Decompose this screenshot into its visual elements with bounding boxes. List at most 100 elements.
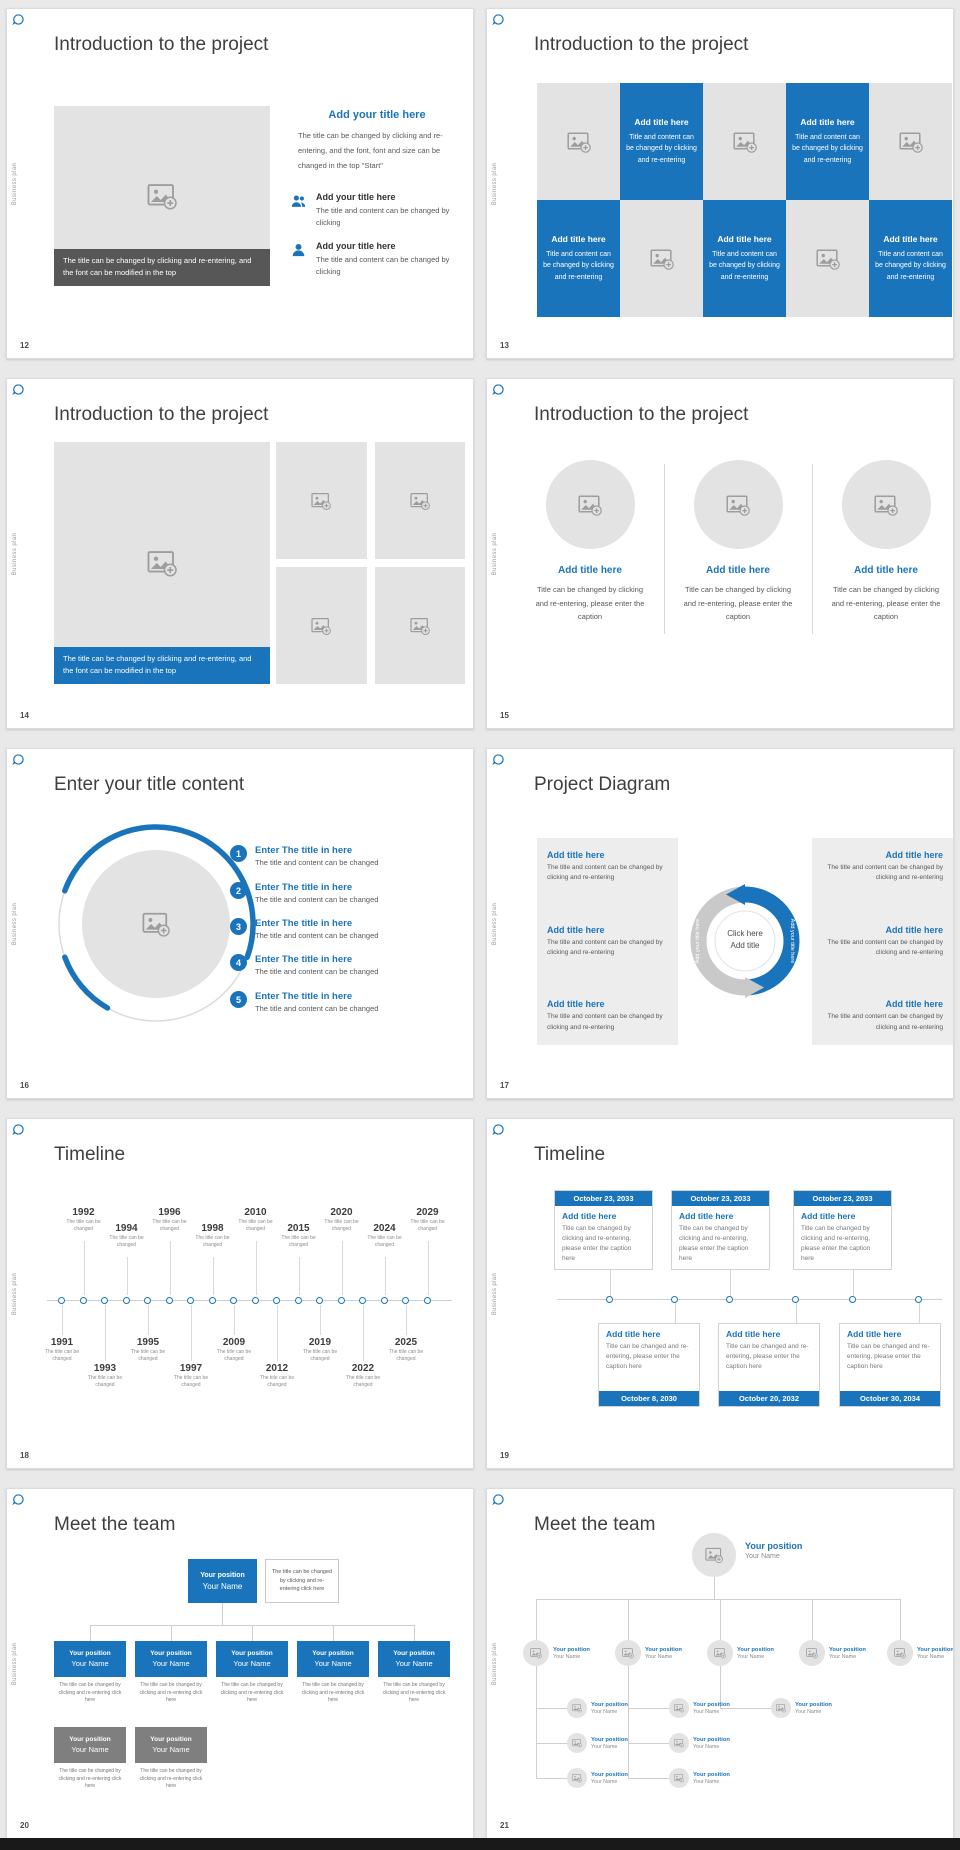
member-position: Your position [231, 1650, 273, 1657]
column-title: Add title here [854, 565, 918, 576]
timeline-axis [47, 1300, 452, 1301]
feature-body: The title and content can be changed by … [316, 206, 450, 227]
event-connector [384, 1257, 386, 1295]
event-label: 1995 The title can be changed [126, 1337, 170, 1364]
timeline-event: 1991 The title can be changed [40, 1119, 84, 1468]
grid-cell: Business plan Timeline 1991 The title ca… [0, 1110, 480, 1480]
member-avatar [669, 1768, 689, 1788]
image-placeholder-icon [311, 491, 331, 511]
member-box: Your position Your Name [54, 1727, 126, 1763]
timeline-event: 2024 The title can be changed [363, 1119, 407, 1468]
grid-tile [537, 83, 620, 200]
event-node [79, 1297, 87, 1304]
step-item: 3 Enter The title in here The title and … [230, 918, 462, 940]
event-node [187, 1297, 194, 1304]
member-position: Your position [645, 1646, 682, 1653]
step-item: 1 Enter The title in here The title and … [230, 845, 462, 867]
image-placeholder-icon [311, 616, 331, 636]
org-leader-box: Your position Your Name [188, 1559, 257, 1603]
slide-thumbnail-15[interactable]: Business plan Introduction to the projec… [486, 378, 954, 729]
diagram-text-item: Add title here The title and content can… [822, 925, 943, 959]
business-plan-side-label: Business plan [492, 162, 498, 205]
event-label: 1992 The title can be changed [62, 1207, 106, 1234]
event-node [915, 1296, 922, 1303]
image-placeholder-icon [776, 1703, 786, 1713]
diagram-center-label: Click here Add title [680, 928, 810, 952]
slide-thumbnail-20[interactable]: Business plan Meet the team Your positio… [6, 1488, 474, 1839]
feature-title: Add your title here [316, 241, 396, 251]
slide-thumbnail-19[interactable]: Business plan Timeline October 23, 2033 … [486, 1118, 954, 1469]
member-name: Your Name [795, 1708, 822, 1715]
item-title: Add title here [547, 850, 605, 860]
timeline-event: 2022 The title can be changed [341, 1119, 385, 1468]
event-caption: The title can be changed [324, 1219, 359, 1233]
event-label: 2022 The title can be changed [341, 1363, 385, 1390]
timeline-event: 2010 The title can be changed [234, 1119, 278, 1468]
event-year: 2019 [308, 1337, 332, 1348]
item-body: The title and content can be changed by … [827, 1013, 943, 1031]
column-title: Add title here [558, 565, 622, 576]
grid-cell: Business plan Introduction to the projec… [0, 0, 480, 370]
grid-cell: Business plan Meet the team Your positio… [480, 1480, 960, 1850]
slide-thumbnail-13[interactable]: Business plan Introduction to the projec… [486, 8, 954, 359]
member-box: Your position Your Name [216, 1641, 288, 1677]
business-plan-side-label: Business plan [12, 1642, 18, 1685]
event-year: 1992 [72, 1207, 95, 1218]
event-connector [83, 1241, 85, 1295]
image-placeholder-icon [530, 1647, 542, 1659]
slide-thumbnail-12[interactable]: Business plan Introduction to the projec… [6, 8, 474, 359]
diagram-text-item: Add title here The title and content can… [822, 850, 943, 884]
feature-body: The title and content can be changed by … [316, 255, 450, 276]
photo-caption-bar: The title can be changed by clicking and… [54, 248, 270, 286]
event-connector [796, 1303, 797, 1323]
slide-thumbnail-17[interactable]: Business plan Project Diagram Add title … [486, 748, 954, 1099]
team-member: Your position Your Name The title can be… [216, 1641, 288, 1705]
timeline-event: 2012 The title can be changed [255, 1119, 299, 1468]
event-node [671, 1296, 678, 1303]
org-connector [536, 1599, 537, 1640]
timeline-flag: Add title here Title can be changed and … [598, 1323, 700, 1407]
column-caption: Title can be changed by clicking and re-… [535, 585, 645, 621]
event-connector [212, 1257, 214, 1295]
slide-thumbnail-21[interactable]: Business plan Meet the team Your positio… [486, 1488, 954, 1839]
event-connector [277, 1305, 278, 1361]
step-number-badge: 5 [230, 991, 247, 1008]
member-avatar [887, 1640, 913, 1666]
column-caption: Title can be changed by clicking and re-… [831, 585, 941, 621]
slide-number: 19 [500, 1451, 509, 1460]
member-avatar [669, 1733, 689, 1753]
event-year: 2029 [416, 1207, 439, 1218]
event-caption: The title can be changed [302, 1349, 338, 1363]
image-placeholder-icon [674, 1703, 684, 1713]
grid-tile [786, 200, 869, 317]
slide-number: 12 [20, 341, 29, 350]
timeline-flag: Add title here Title can be changed and … [839, 1323, 941, 1407]
slide-title: Meet the team [534, 1514, 656, 1535]
photo-caption-bar: The title can be changed by clicking and… [54, 646, 270, 684]
image-placeholder-icon [899, 130, 923, 154]
center-line1: Click here [727, 929, 763, 938]
step-title: Enter The title in here [255, 954, 353, 965]
diagram-right-panel: Add title here The title and content can… [812, 838, 953, 1045]
slide-thumbnail-18[interactable]: Business plan Timeline 1991 The title ca… [6, 1118, 474, 1469]
slide-thumbnail-16[interactable]: Business plan Enter your title content 1… [6, 748, 474, 1099]
grid-cell: Business plan Introduction to the projec… [480, 0, 960, 370]
member-name: Your Name [71, 1745, 109, 1754]
circle-column: Add title here Title can be changed by c… [672, 460, 804, 624]
business-plan-side-label: Business plan [12, 1272, 18, 1315]
event-connector [234, 1305, 235, 1335]
member-name: Your Name [233, 1659, 271, 1668]
timeline-event: 1995 The title can be changed [126, 1119, 170, 1468]
slide-thumbnail-14[interactable]: Business plan Introduction to the projec… [6, 378, 474, 729]
team-member: Your position Your Name [669, 1733, 759, 1753]
event-caption: The title can be changed [130, 1349, 166, 1363]
event-label: 2025 The title can be changed [384, 1337, 428, 1364]
event-year: 1997 [179, 1363, 203, 1374]
team-member: Your position Your Name [799, 1640, 891, 1666]
member-note: The title can be changed by clicking and… [58, 1682, 122, 1703]
team-member: Your position Your Name [523, 1640, 615, 1666]
member-name: Your Name [152, 1745, 190, 1754]
member-note: The title can be changed by clicking and… [139, 1768, 203, 1789]
member-box: Your position Your Name [54, 1641, 126, 1677]
checkerboard-tile-grid: Add title here Title and content can be … [537, 83, 952, 317]
